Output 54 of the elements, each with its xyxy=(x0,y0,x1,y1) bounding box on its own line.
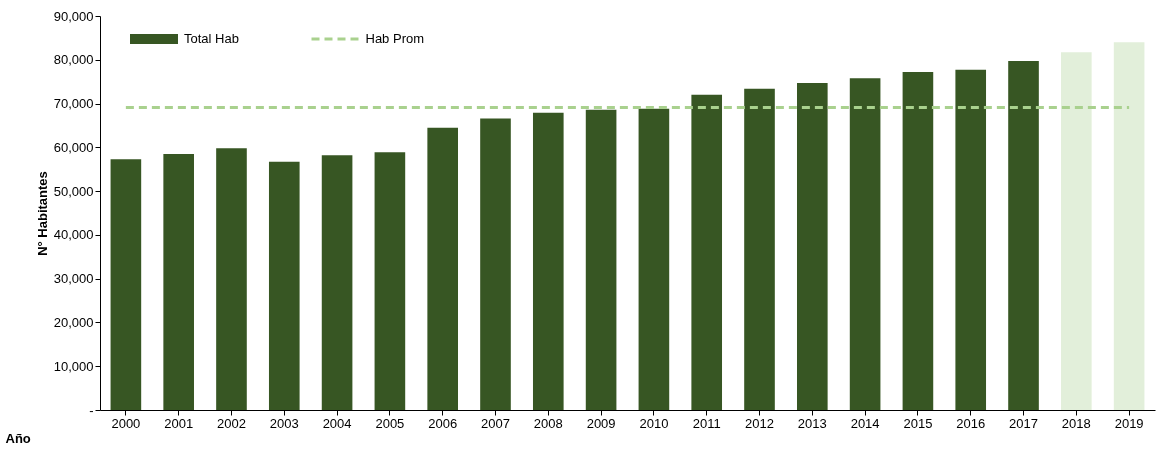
x-tick-label: 2003 xyxy=(269,415,299,431)
bar xyxy=(163,153,194,410)
x-tick-label: 2014 xyxy=(850,415,880,431)
bar xyxy=(585,109,617,410)
bar xyxy=(744,88,775,410)
x-tick-label: 2016 xyxy=(956,415,986,431)
bar xyxy=(1008,61,1039,410)
y-tick-label: 70,000 xyxy=(53,96,94,112)
x-tick-label: 2006 xyxy=(428,415,458,431)
legend-label: Hab Prom xyxy=(365,31,425,46)
bar xyxy=(797,82,828,410)
x-tick-label: 2013 xyxy=(797,415,827,431)
bar xyxy=(321,155,353,410)
bar xyxy=(480,118,511,410)
y-tick-label: 40,000 xyxy=(53,227,94,243)
y-tick-label: 50,000 xyxy=(53,183,94,199)
bar xyxy=(216,148,247,410)
x-tick-label: 2002 xyxy=(217,415,246,431)
bar xyxy=(638,108,670,410)
y-tick-label: 30,000 xyxy=(53,271,94,287)
bar xyxy=(427,127,458,410)
bar xyxy=(1061,52,1092,410)
x-tick-label: 2015 xyxy=(903,415,933,431)
bar xyxy=(849,78,881,410)
x-tick-label: 2019 xyxy=(1114,415,1144,431)
bar xyxy=(1113,42,1145,410)
x-tick-label: 2018 xyxy=(1061,415,1091,431)
y-tick-label: 90,000 xyxy=(53,8,94,24)
bar xyxy=(691,94,723,410)
x-tick-label: 2008 xyxy=(533,415,563,431)
x-tick-label: 2017 xyxy=(1009,415,1038,431)
y-tick-label: - xyxy=(89,402,94,418)
x-tick-label: 2010 xyxy=(639,415,669,431)
x-tick-label: 2011 xyxy=(692,415,721,431)
y-tick-label: 80,000 xyxy=(53,52,94,68)
y-tick-label: 10,000 xyxy=(53,358,94,374)
bar xyxy=(902,72,934,410)
x-tick-label: 2001 xyxy=(164,415,194,431)
y-tick-label: 20,000 xyxy=(53,314,94,330)
x-tick-label: 2009 xyxy=(586,415,616,431)
x-tick-label: 2007 xyxy=(481,415,510,431)
x-tick-label: 2000 xyxy=(111,415,141,431)
legend-label: Total Hab xyxy=(184,31,239,46)
x-tick-label: 2005 xyxy=(375,415,405,431)
y-axis-title: N° Habitantes xyxy=(34,171,50,256)
y-tick-label: 60,000 xyxy=(53,139,94,155)
x-tick-label: 2012 xyxy=(745,415,774,431)
bar xyxy=(532,112,564,410)
x-axis-title: Año xyxy=(5,430,31,446)
bar xyxy=(268,161,300,410)
x-tick-label: 2004 xyxy=(322,415,352,431)
bar xyxy=(955,69,987,410)
bar xyxy=(110,159,142,410)
bar xyxy=(374,152,406,410)
